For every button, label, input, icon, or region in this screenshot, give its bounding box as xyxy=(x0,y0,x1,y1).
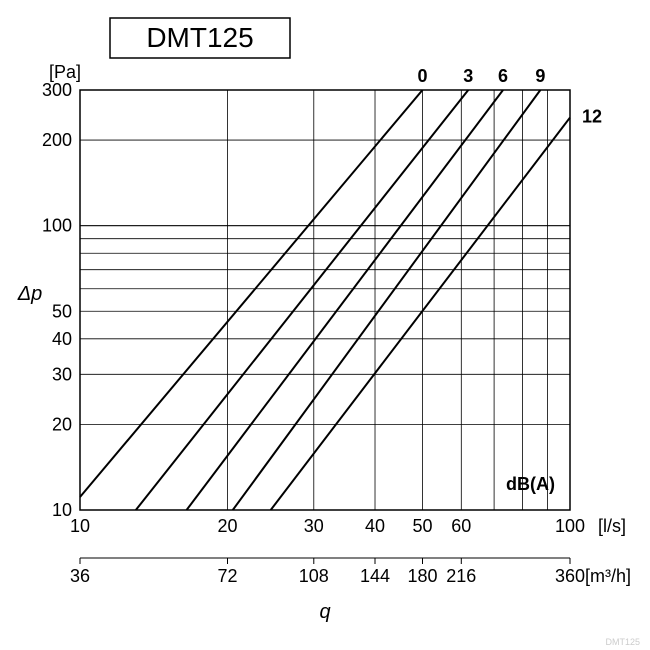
x-tick-primary: 100 xyxy=(555,516,585,536)
x-tick-primary: 20 xyxy=(217,516,237,536)
x-unit-primary: [l/s] xyxy=(598,516,626,536)
y-tick: 100 xyxy=(42,216,72,236)
y-tick: 10 xyxy=(52,500,72,520)
x-tick-primary: 30 xyxy=(304,516,324,536)
curve-label-0: 0 xyxy=(417,66,427,86)
x-tick-secondary: 144 xyxy=(360,566,390,586)
y-tick: 40 xyxy=(52,329,72,349)
curve-label-12: 12 xyxy=(582,107,602,127)
chart-svg: DMT1250369121020304050100200300102030405… xyxy=(0,0,650,650)
watermark: DMT125 xyxy=(605,637,640,647)
curve-label-6: 6 xyxy=(498,66,508,86)
x-tick-primary: 10 xyxy=(70,516,90,536)
x-tick-secondary: 108 xyxy=(299,566,329,586)
x-tick-secondary: 180 xyxy=(407,566,437,586)
y-tick: 200 xyxy=(42,130,72,150)
chart-title: DMT125 xyxy=(146,22,253,53)
y-axis-label: Δp xyxy=(17,283,43,305)
x-tick-secondary: 36 xyxy=(70,566,90,586)
db-label: dB(A) xyxy=(506,474,555,494)
x-tick-secondary: 360 xyxy=(555,566,585,586)
x-tick-primary: 40 xyxy=(365,516,385,536)
x-axis-label: q xyxy=(319,601,330,623)
x-tick-primary: 50 xyxy=(412,516,432,536)
y-unit: [Pa] xyxy=(49,62,81,82)
x-tick-secondary: 216 xyxy=(446,566,476,586)
x-unit-secondary: [m³/h] xyxy=(585,566,631,586)
plot-area xyxy=(80,90,570,510)
y-tick: 30 xyxy=(52,364,72,384)
y-tick: 300 xyxy=(42,80,72,100)
y-tick: 50 xyxy=(52,301,72,321)
curve-label-3: 3 xyxy=(463,66,473,86)
chart-container: DMT1250369121020304050100200300102030405… xyxy=(0,0,650,650)
y-tick: 20 xyxy=(52,414,72,434)
x-tick-primary: 60 xyxy=(451,516,471,536)
curve-label-9: 9 xyxy=(535,66,545,86)
x-tick-secondary: 72 xyxy=(217,566,237,586)
